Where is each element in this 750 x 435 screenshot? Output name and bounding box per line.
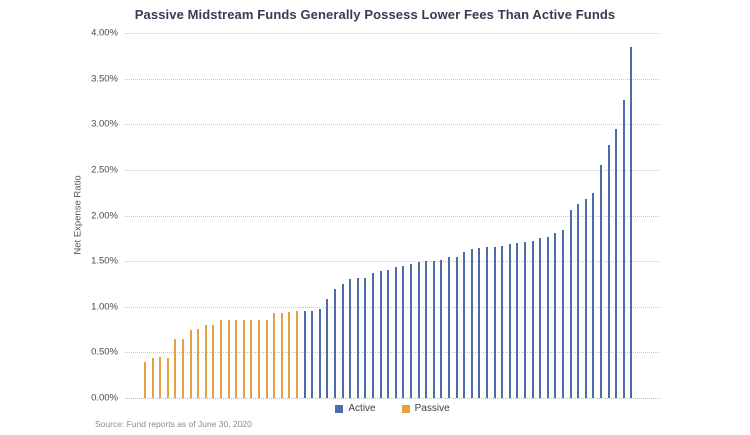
gridline-4.00%: [125, 33, 660, 34]
passive-fund-bar: [250, 319, 253, 398]
active-fund-bar: [630, 46, 633, 398]
active-fund-bar: [577, 203, 580, 398]
active-fund-bar: [501, 245, 504, 398]
active-fund-bar: [546, 236, 549, 398]
active-fund-bar: [478, 248, 481, 398]
passive-fund-bar: [144, 361, 146, 398]
legend: Active Passive: [125, 403, 660, 414]
active-fund-bar: [448, 256, 450, 398]
passive-fund-bar: [220, 320, 222, 398]
active-fund-bar: [364, 277, 367, 398]
passive-fund-bar: [242, 319, 245, 398]
active-fund-bar: [493, 246, 496, 398]
legend-label-passive: Passive: [414, 403, 450, 414]
passive-fund-bar: [273, 313, 276, 398]
active-fund-bar: [402, 265, 405, 398]
active-fund-bar: [379, 271, 382, 398]
passive-fund-bar: [296, 311, 298, 398]
passive-fund-bar: [166, 357, 169, 398]
gridline-0.50%: [125, 352, 660, 354]
active-fund-bar: [303, 311, 306, 398]
active-fund-bar: [349, 279, 352, 398]
active-fund-bar: [615, 128, 618, 398]
legend-label-active: Active: [348, 403, 376, 414]
y-tick-label: 3.50%: [91, 73, 118, 85]
active-fund-bar: [554, 232, 557, 398]
active-fund-bar: [334, 289, 336, 398]
active-fund-bar: [372, 273, 374, 398]
gridline-3.00%: [125, 124, 660, 126]
active-fund-bar: [470, 249, 473, 398]
passive-fund-bar: [159, 356, 162, 398]
gridline-2.00%: [125, 215, 660, 217]
passive-fund-bar: [197, 328, 200, 398]
legend-item-active: Active: [335, 403, 376, 414]
plot-area: [125, 33, 660, 399]
passive-fund-bar: [235, 319, 238, 398]
active-fund-bar: [622, 99, 625, 398]
y-tick-label: 1.00%: [91, 301, 118, 313]
passive-fund-bar: [212, 325, 215, 398]
passive-fund-bar: [182, 338, 184, 398]
passive-fund-bar: [174, 338, 177, 398]
legend-item-passive: Passive: [401, 403, 450, 414]
active-fund-bar: [417, 262, 420, 398]
gridline-0.00%: [125, 398, 660, 399]
active-fund-bar: [432, 261, 435, 398]
active-fund-bar: [311, 311, 314, 398]
active-fund-bar: [531, 241, 534, 398]
active-fund-bar: [600, 165, 602, 398]
gridline-2.50%: [125, 169, 660, 171]
passive-fund-bar: [258, 319, 260, 398]
source-note: Source: Fund reports as of June 30, 2020: [95, 419, 252, 429]
active-fund-bar: [440, 260, 443, 398]
passive-fund-bar: [204, 325, 207, 398]
passive-fund-bar: [265, 319, 268, 398]
gridline-3.50%: [125, 78, 660, 80]
y-tick-label: 3.00%: [91, 118, 118, 130]
active-fund-bar: [508, 243, 511, 398]
active-fund-bar: [584, 199, 587, 398]
active-fund-bar: [341, 283, 344, 398]
active-fund-bar: [318, 308, 321, 398]
active-fund-bar: [425, 261, 428, 398]
active-fund-bar: [394, 266, 397, 398]
active-fund-bar: [455, 256, 458, 398]
gridline-1.00%: [125, 306, 660, 308]
chart-title: Passive Midstream Funds Generally Posses…: [134, 7, 616, 22]
gridline-1.50%: [125, 261, 660, 263]
y-tick-label: 0.00%: [91, 392, 118, 404]
active-fund-bar: [463, 252, 466, 398]
active-fund-bar: [592, 192, 595, 398]
passive-fund-bar: [151, 357, 154, 398]
active-fund-bar: [539, 238, 542, 398]
active-fund-bar: [524, 241, 526, 398]
active-fund-bar: [569, 210, 572, 398]
passive-fund-bar: [280, 313, 283, 398]
y-tick-label: 1.50%: [91, 255, 118, 267]
y-tick-label: 4.00%: [91, 27, 118, 39]
active-fund-bar: [516, 242, 519, 398]
active-fund-bar: [562, 230, 564, 398]
active-series-swatch: [335, 404, 344, 413]
y-tick-label: 2.50%: [91, 164, 118, 176]
passive-fund-bar: [189, 329, 192, 398]
active-fund-bar: [356, 277, 359, 398]
active-fund-bar: [486, 247, 488, 398]
passive-fund-bar: [288, 312, 291, 398]
active-fund-bar: [607, 145, 610, 398]
y-tick-label: 0.50%: [91, 346, 118, 358]
active-fund-bar: [326, 299, 329, 398]
passive-series-swatch: [401, 404, 410, 413]
active-fund-bar: [410, 263, 412, 398]
passive-fund-bar: [227, 320, 230, 398]
y-tick-label: 2.00%: [91, 210, 118, 221]
y-axis-ticks: 4.00% 3.50% 3.00% 2.50% 2.00% 1.50% 1.00% 0.50%…: [0, 28, 118, 404]
active-fund-bar: [387, 270, 390, 398]
